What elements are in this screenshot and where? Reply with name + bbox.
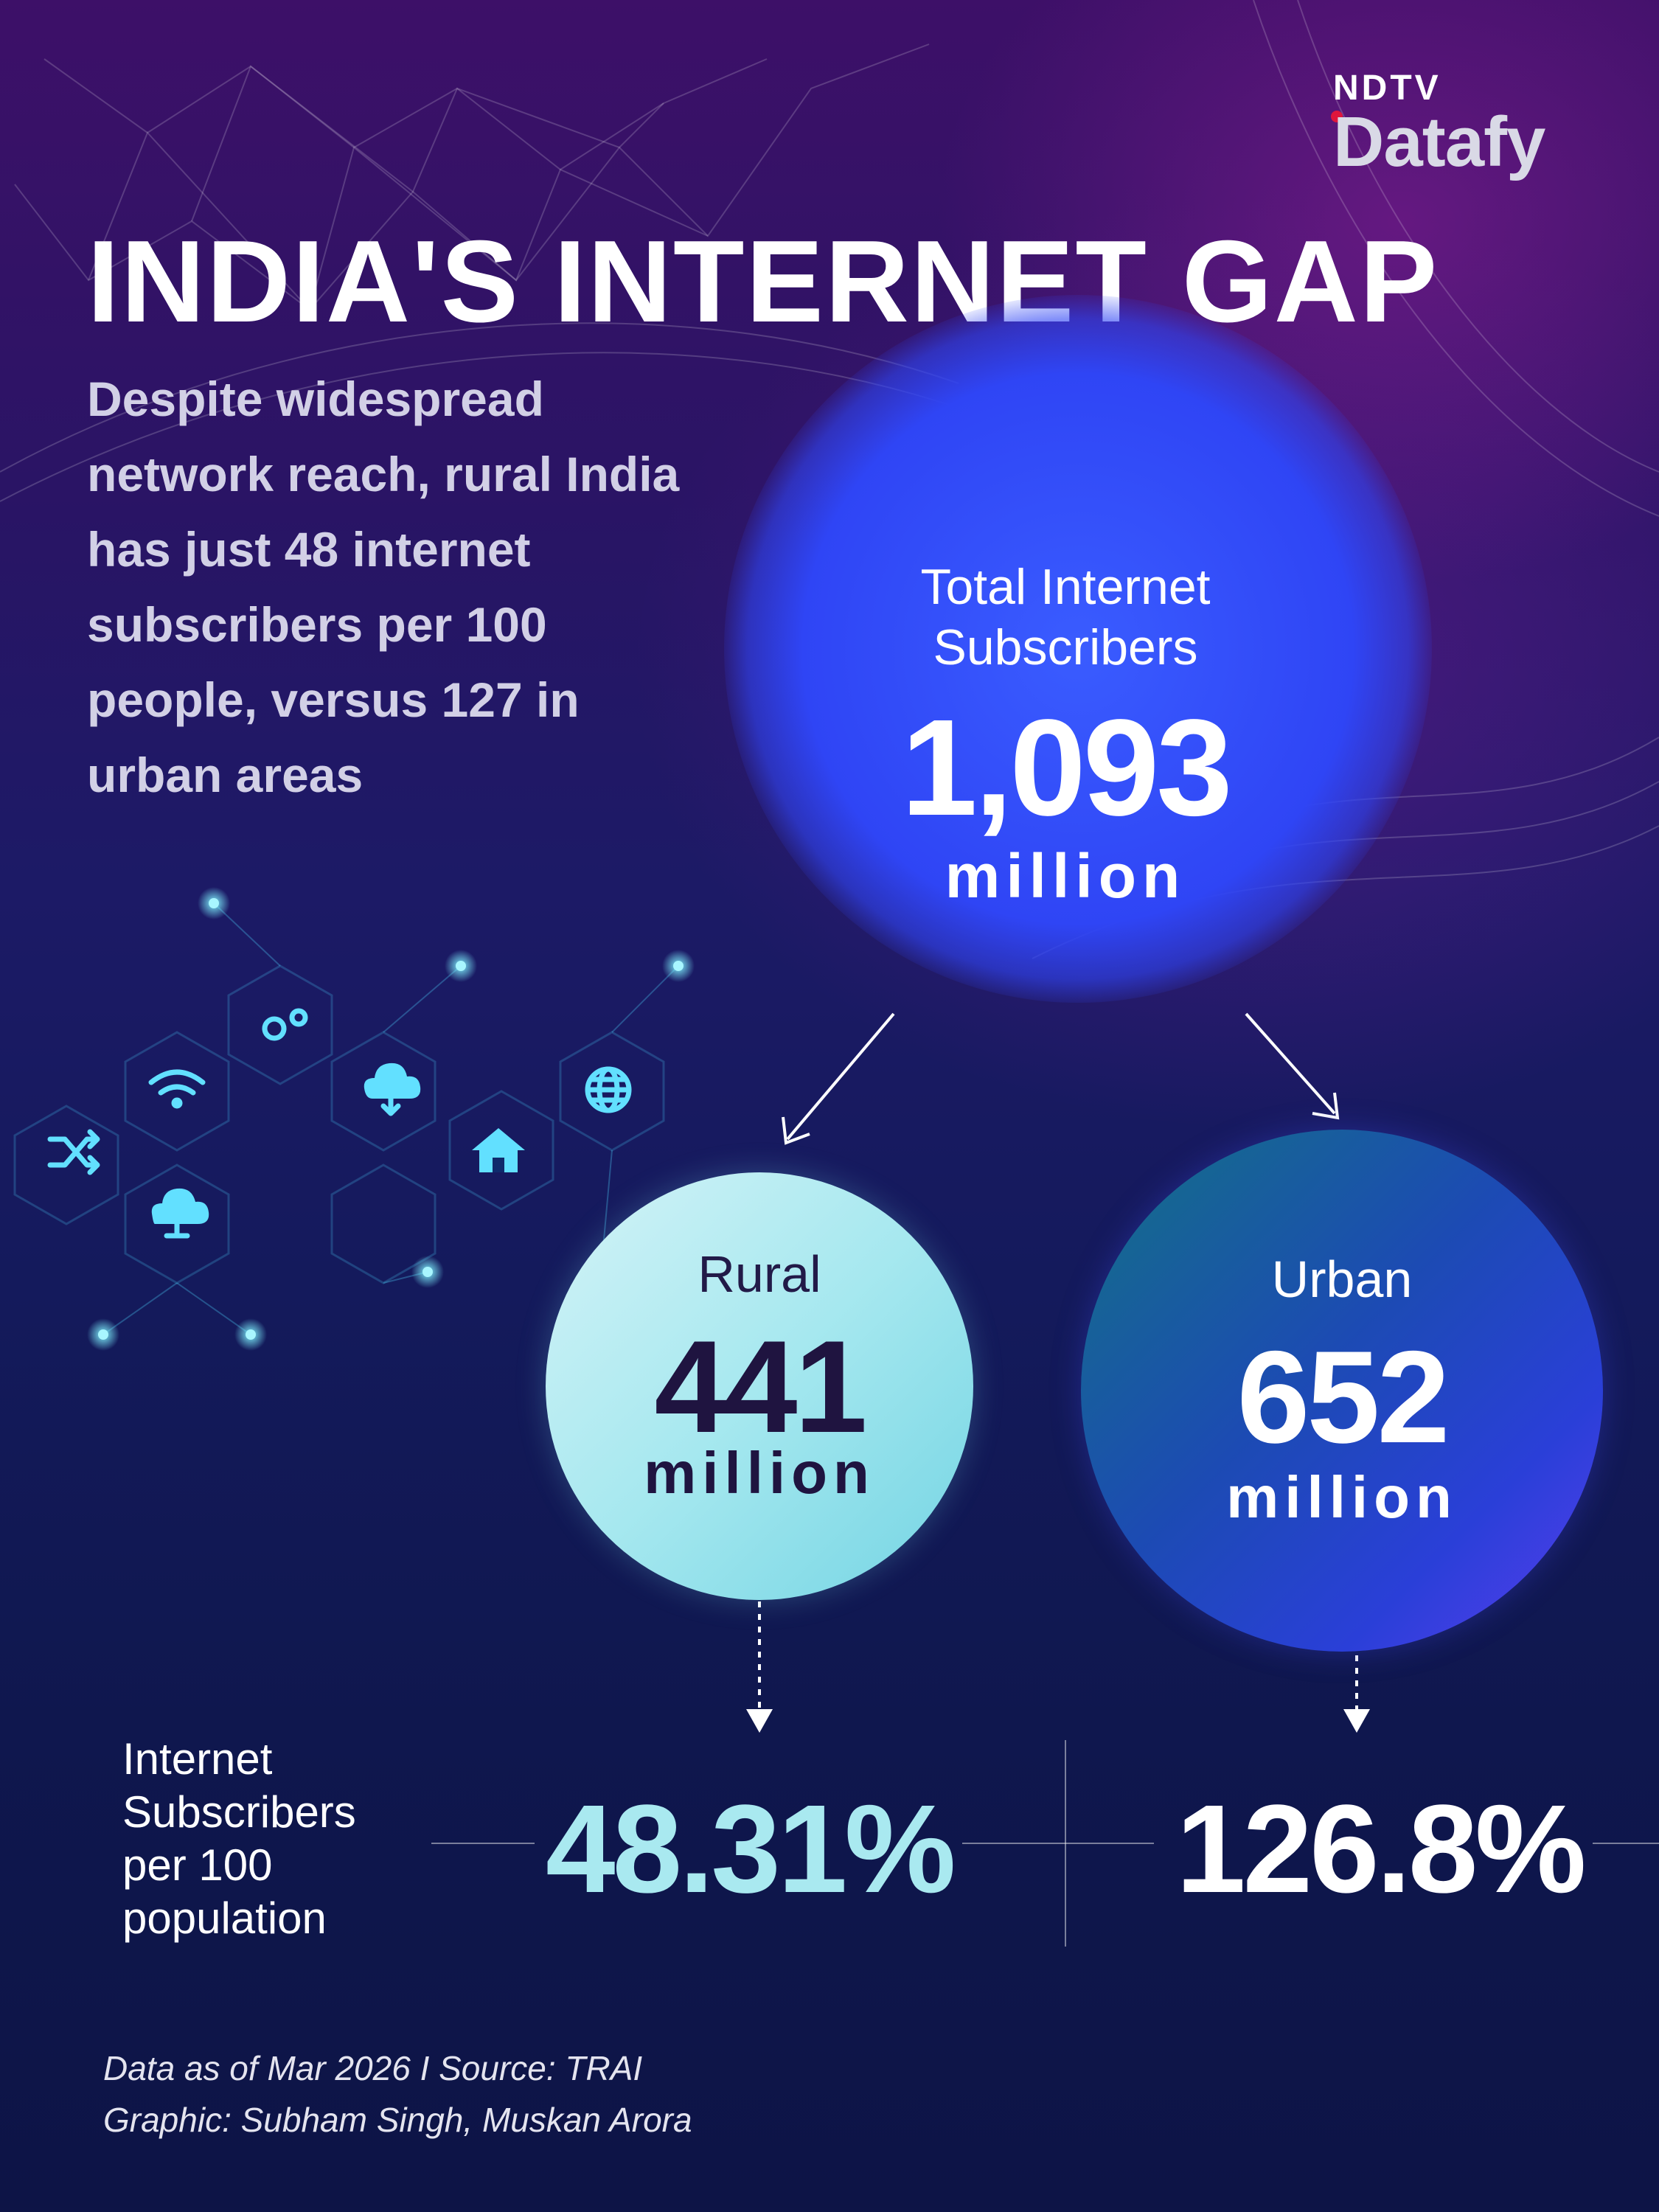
home-icon <box>472 1128 525 1172</box>
page-title: INDIA'S INTERNET GAP <box>87 217 1439 347</box>
hexagon-grid <box>13 964 665 1284</box>
rural-label: Rural <box>698 1245 821 1303</box>
total-unit: million <box>945 841 1186 911</box>
total-label: Total Internet Subscribers <box>920 559 1211 675</box>
urban-circle <box>1081 1130 1603 1652</box>
network-lines <box>0 0 1659 959</box>
rural-circle <box>546 1172 973 1600</box>
page-subtitle: Despite widespread network reach, rural … <box>87 372 680 802</box>
split-arrows <box>782 1012 1340 1145</box>
rural-per100-value: 48.31% <box>546 1779 956 1919</box>
urban-per100-value: 126.8% <box>1176 1779 1587 1919</box>
data-source-note: Data as of Mar 2026 I Source: TRAI <box>103 2049 643 2087</box>
separator-lines <box>431 1740 1659 1947</box>
urban-value: 652 <box>1237 1324 1450 1470</box>
cloud-icon <box>151 1188 209 1239</box>
wifi-icon <box>148 1069 206 1109</box>
rural-unit: million <box>644 1440 875 1506</box>
urban-arrowhead <box>1343 1709 1370 1733</box>
gears-icon <box>262 1008 308 1041</box>
cloud-download-icon <box>364 1062 421 1116</box>
graphic-credits: Graphic: Subham Singh, Muskan Arora <box>103 2101 692 2139</box>
per100-label: Internet Subscribers per 100 population <box>122 1734 356 1943</box>
logo-datafy: Datafy <box>1333 102 1545 181</box>
urban-unit: million <box>1226 1464 1458 1530</box>
rural-arrowhead <box>746 1709 773 1733</box>
logo-ndtv: NDTV <box>1333 69 1441 108</box>
dotted-arrows <box>758 1601 1358 1709</box>
shuffle-icon <box>47 1129 100 1175</box>
rural-value: 441 <box>654 1313 868 1460</box>
globe-icon <box>585 1066 632 1113</box>
total-value: 1,093 <box>901 692 1232 844</box>
urban-label: Urban <box>1271 1251 1413 1308</box>
total-circle <box>724 295 1432 1003</box>
logo-dot <box>1331 111 1343 122</box>
